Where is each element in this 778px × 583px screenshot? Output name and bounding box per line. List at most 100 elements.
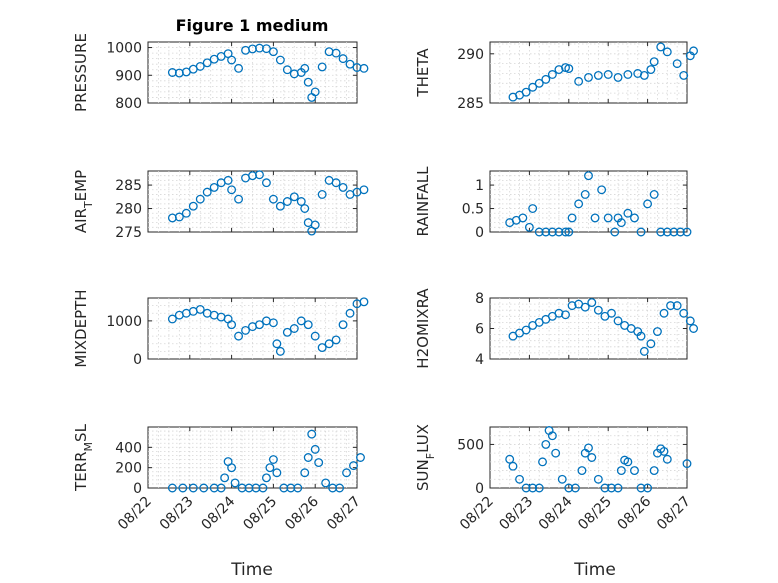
data-point — [613, 483, 623, 493]
data-point — [303, 453, 313, 462]
grid — [148, 171, 357, 232]
data-point — [636, 227, 646, 237]
data-point — [653, 327, 662, 336]
data-point — [600, 483, 610, 493]
data-point — [258, 483, 268, 493]
y-tick-label: 0 — [475, 481, 484, 497]
data-point — [282, 197, 292, 206]
data-point — [623, 70, 633, 79]
y-tick-label: 290 — [457, 47, 484, 63]
y-axis-label-main: TERR — [72, 451, 90, 492]
y-axis-label: SUNFLUX — [414, 424, 437, 491]
data-point — [570, 483, 580, 493]
data-point — [590, 213, 600, 223]
y-tick-label: 280 — [115, 202, 142, 218]
data-point — [505, 454, 515, 464]
data-point — [541, 74, 551, 84]
data-point — [672, 59, 682, 69]
data-point — [574, 199, 584, 209]
y-axis-label: RAINFALL — [414, 166, 432, 237]
data-point — [656, 42, 666, 52]
y-tick-label: 1000 — [106, 41, 142, 57]
data-point — [345, 59, 355, 69]
data-point — [349, 461, 358, 471]
data-point — [268, 194, 278, 204]
data-point — [227, 185, 237, 195]
data-point — [335, 483, 345, 493]
y-tick-label: 275 — [115, 225, 142, 241]
data-point — [636, 483, 646, 493]
data-point — [561, 310, 570, 320]
data-point — [303, 320, 313, 330]
data-point — [521, 325, 531, 335]
data-point — [616, 218, 626, 228]
data-point — [255, 170, 264, 180]
y-axis-label-main: MIXDEPTH — [72, 289, 90, 367]
data-point — [534, 483, 544, 493]
data-point — [521, 87, 531, 97]
y-axis-label: TERRMSL — [72, 423, 95, 492]
data-point — [587, 298, 597, 308]
data-point — [649, 466, 659, 476]
y-tick-label: 6 — [475, 322, 484, 338]
data-point — [508, 461, 518, 471]
data-point — [613, 316, 623, 326]
data-point — [554, 308, 564, 318]
data-point — [518, 213, 528, 223]
data-point — [538, 457, 547, 467]
data-point — [646, 65, 656, 74]
y-axis-label-main: PRESSURE — [72, 33, 90, 112]
data-point — [682, 227, 692, 237]
data-point — [275, 55, 285, 65]
data-point — [317, 62, 327, 72]
data-point — [603, 70, 613, 79]
data-point — [639, 71, 649, 80]
y-tick-label: 0 — [133, 352, 142, 368]
series-points — [167, 43, 369, 102]
data-point — [656, 227, 666, 237]
series-points — [508, 298, 699, 356]
data-point — [268, 47, 278, 57]
data-point — [227, 320, 237, 330]
data-point — [300, 468, 310, 478]
data-point — [630, 466, 639, 476]
data-point — [672, 301, 682, 311]
y-axis-label-post: SL — [72, 423, 90, 442]
data-point — [577, 466, 587, 476]
data-point — [662, 47, 672, 57]
panel-pressure: 800 900 1000 PRESSURE — [72, 33, 369, 112]
panel-theta: 285 290 THETA — [414, 41, 699, 112]
data-point — [515, 474, 524, 484]
grid — [490, 298, 687, 359]
data-point — [234, 331, 244, 341]
data-point — [561, 227, 570, 237]
data-point — [564, 227, 574, 237]
x-axis-label-right: Time — [573, 560, 616, 580]
data-point — [300, 63, 310, 73]
data-point — [659, 446, 669, 456]
y-tick-label: 200 — [115, 461, 142, 477]
data-point — [679, 308, 689, 318]
data-point — [255, 320, 264, 330]
data-point — [202, 187, 212, 197]
data-point — [574, 76, 584, 86]
data-point — [338, 54, 348, 64]
data-point — [580, 190, 590, 199]
y-axis-label-main: SUN — [414, 459, 432, 491]
data-point — [188, 201, 198, 211]
data-point — [564, 64, 574, 74]
data-point — [234, 194, 244, 204]
series-points — [505, 426, 692, 493]
data-point — [603, 213, 613, 223]
data-point — [324, 339, 334, 349]
y-axis-label: AIRTEMP — [72, 170, 95, 233]
data-point — [195, 304, 205, 314]
data-point — [541, 227, 551, 237]
data-point — [317, 190, 327, 199]
y-tick-label: 500 — [457, 437, 484, 453]
y-axis-label: PRESSURE — [72, 33, 90, 112]
data-point — [359, 63, 369, 73]
data-point — [649, 57, 659, 67]
y-tick-label: 800 — [115, 96, 142, 112]
data-point — [610, 227, 620, 237]
